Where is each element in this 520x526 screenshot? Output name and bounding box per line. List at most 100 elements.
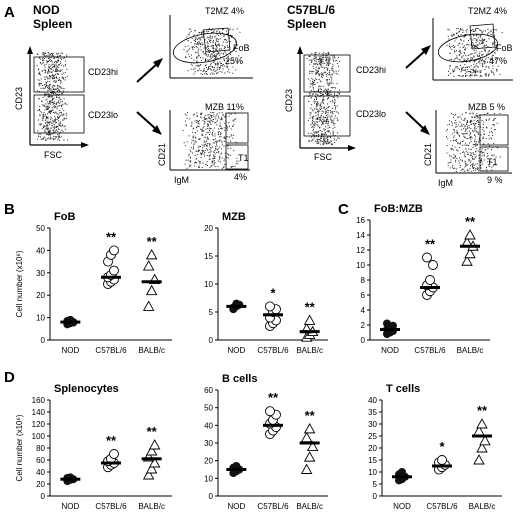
y-tick-label: 15: [204, 252, 213, 261]
category-label: C57BL/6: [257, 502, 289, 511]
mean-bar: [141, 280, 162, 284]
mean-bar: [432, 464, 452, 468]
y-tick-label: 40: [36, 246, 45, 255]
data-point: [306, 440, 319, 451]
flow-subtitle-nod: Spleen: [33, 17, 72, 31]
y-tick-label: 25: [368, 432, 377, 441]
significance-marker: **: [305, 408, 316, 423]
data-point: [464, 229, 476, 240]
y-tick-label: 20: [36, 291, 45, 300]
mean-bar: [263, 313, 283, 317]
category-label: BALB/c: [457, 346, 484, 355]
label-t1-pct: 9 %: [487, 175, 503, 185]
y-tick-label: 40: [36, 468, 45, 477]
category-label: BALB/c: [138, 346, 165, 355]
flow-title-c57: C57BL/6: [287, 3, 335, 17]
y-tick-label: 5: [209, 308, 214, 317]
mean-bar: [299, 330, 320, 334]
cd23-fsc-plot-nod: CD23hi CD23lo FSC CD23: [14, 46, 118, 160]
label-t1: T1: [238, 153, 249, 163]
significance-marker: *: [270, 285, 276, 300]
y-tick-label: 0: [361, 336, 366, 345]
y-tick-label: 0: [209, 492, 214, 501]
gate-label-cd23hi: CD23hi: [356, 65, 386, 75]
mean-bar: [420, 286, 440, 289]
label-t1: T1: [487, 157, 498, 167]
flow-title-nod: NOD: [33, 3, 60, 17]
data-point: [109, 449, 119, 459]
label-t2mz: T2MZ 4%: [205, 6, 244, 16]
arrow-down-nod: [136, 111, 162, 135]
chart-title: T cells: [386, 383, 420, 395]
y-tick-label: 120: [32, 420, 46, 429]
y-tick-label: 10: [36, 314, 45, 323]
label-mzb: MZB 11%: [205, 102, 244, 112]
y-tick-label: 10: [204, 474, 213, 483]
y-tick-label: 140: [32, 408, 46, 417]
significance-marker: **: [465, 214, 476, 229]
panel-letter-c: C: [338, 201, 349, 218]
data-point: [479, 434, 491, 446]
chart-title: MZB: [222, 211, 246, 223]
y-tick-label: 40: [204, 421, 213, 430]
arrow-down-c57: [405, 111, 430, 135]
chart-b-cells: B cells 0 10 20 30 40 50 60 NOD C57BL/6 ** BALB/c **: [204, 373, 328, 511]
cd21-igm-plot-c57: MZB 5 % T1 9 % IgM CD21: [423, 102, 512, 188]
significance-marker: **: [106, 229, 117, 244]
data-point: [383, 319, 391, 328]
data-point: [109, 245, 119, 256]
category-label: C57BL/6: [426, 502, 458, 511]
category-label: NOD: [61, 346, 79, 355]
y-tick-label: 20: [204, 457, 213, 466]
significance-marker: **: [147, 234, 158, 249]
y-tick-label: 60: [36, 456, 45, 465]
data-point: [148, 457, 161, 468]
y-tick-label: 40: [368, 396, 377, 405]
panel-letter-d: D: [4, 369, 15, 386]
data-point: [265, 301, 275, 312]
y-tick-label: 8: [361, 276, 366, 285]
flow-dots: [182, 112, 240, 169]
category-label: NOD: [227, 502, 245, 511]
significance-marker: *: [439, 439, 445, 454]
category-label: C57BL/6: [414, 346, 446, 355]
data-point: [473, 454, 485, 465]
chart-splenocytes: Splenocytes 0 20 40 60 80 100 120 140 160 Cell num…: [15, 383, 172, 511]
y-tick-label: 0: [41, 492, 46, 501]
y-axis-title: Cell number (x10⁶): [15, 250, 24, 317]
category-label: C57BL/6: [95, 346, 127, 355]
y-tick-label: 10: [356, 261, 365, 270]
flow-subtitle-c57: Spleen: [287, 17, 326, 31]
y-tick-label: 160: [32, 396, 46, 405]
y-axis-label-cd23: CD23: [284, 89, 294, 112]
category-label: C57BL/6: [257, 346, 289, 355]
category-label: NOD: [381, 346, 399, 355]
y-tick-label: 0: [373, 492, 378, 501]
gate-label-cd23lo: CD23lo: [356, 109, 386, 119]
y-tick-label: 10: [204, 280, 213, 289]
y-axis-label-cd23: CD23: [14, 87, 24, 110]
chart-title: FoB: [54, 211, 75, 223]
x-axis-label-fsc: FSC: [44, 150, 63, 160]
category-label: BALB/c: [469, 502, 496, 511]
label-t1-pct: 4%: [234, 172, 247, 182]
mean-bar: [460, 244, 480, 248]
data-point: [428, 260, 438, 270]
data-point: [145, 284, 158, 296]
cd21-igm-plot-nod: MZB 11% T1 4% IgM CD21: [157, 102, 250, 185]
category-label: BALB/c: [296, 346, 323, 355]
data-point: [303, 451, 316, 462]
flow-dots: [446, 28, 503, 77]
significance-marker: **: [106, 433, 117, 448]
y-axis-label-cd21: CD21: [157, 143, 167, 166]
data-point: [142, 469, 155, 480]
data-point: [148, 439, 161, 450]
data-point: [145, 248, 158, 260]
chart-fob: FoB 0 10 20 30 40 50 Cell number (x10⁶) NOD C57BL…: [15, 211, 172, 355]
y-tick-label: 10: [368, 468, 377, 477]
y-tick-label: 50: [36, 224, 45, 233]
data-point: [300, 431, 313, 443]
chart-t-cells: T cells 0 5 10 15 20 25 30 35 40 NOD C57BL/6 * BALB/c…: [368, 383, 502, 511]
cd23-fsc-plot-c57: CD23hi CD23lo FSC CD23: [284, 46, 386, 162]
